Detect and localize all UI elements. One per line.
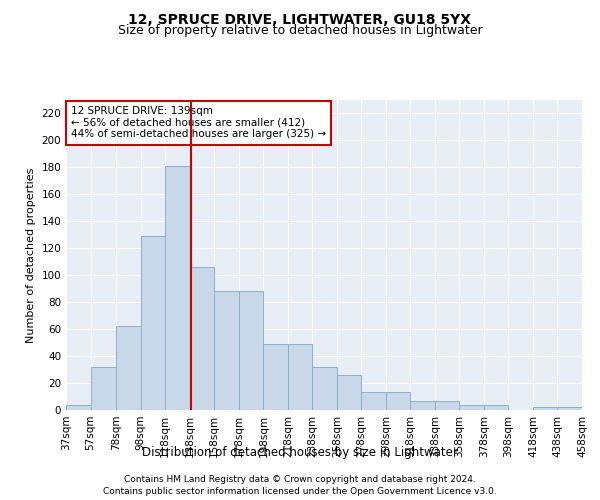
Bar bbox=[410, 400, 435, 410]
Bar bbox=[337, 375, 361, 410]
Bar bbox=[66, 404, 91, 410]
Bar bbox=[165, 166, 190, 410]
Bar bbox=[91, 367, 116, 410]
Bar bbox=[557, 408, 582, 410]
Bar bbox=[484, 404, 508, 410]
Bar bbox=[533, 408, 557, 410]
Bar bbox=[116, 326, 141, 410]
Text: Contains HM Land Registry data © Crown copyright and database right 2024.: Contains HM Land Registry data © Crown c… bbox=[124, 474, 476, 484]
Bar bbox=[214, 292, 239, 410]
Bar bbox=[190, 267, 214, 410]
Bar bbox=[386, 392, 410, 410]
Bar bbox=[239, 292, 263, 410]
Bar bbox=[141, 236, 165, 410]
Y-axis label: Number of detached properties: Number of detached properties bbox=[26, 168, 36, 342]
Bar bbox=[288, 344, 313, 410]
Text: Size of property relative to detached houses in Lightwater: Size of property relative to detached ho… bbox=[118, 24, 482, 37]
Bar bbox=[263, 344, 288, 410]
Bar bbox=[435, 400, 460, 410]
Bar bbox=[361, 392, 386, 410]
Text: 12, SPRUCE DRIVE, LIGHTWATER, GU18 5YX: 12, SPRUCE DRIVE, LIGHTWATER, GU18 5YX bbox=[128, 12, 472, 26]
Text: Contains public sector information licensed under the Open Government Licence v3: Contains public sector information licen… bbox=[103, 486, 497, 496]
Bar bbox=[313, 367, 337, 410]
Bar bbox=[460, 404, 484, 410]
Text: Distribution of detached houses by size in Lightwater: Distribution of detached houses by size … bbox=[142, 446, 458, 459]
Text: 12 SPRUCE DRIVE: 139sqm
← 56% of detached houses are smaller (412)
44% of semi-d: 12 SPRUCE DRIVE: 139sqm ← 56% of detache… bbox=[71, 106, 326, 140]
